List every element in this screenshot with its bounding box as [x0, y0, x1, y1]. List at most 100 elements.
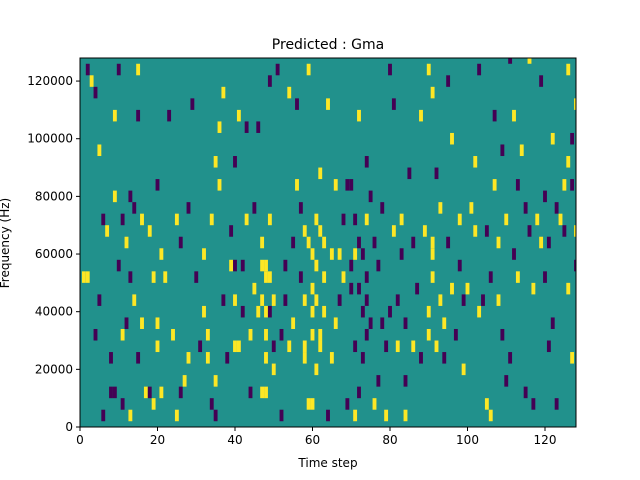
heatmap-cell	[492, 179, 497, 191]
heatmap-cell	[430, 271, 435, 283]
y-tick-label: 40000	[35, 305, 73, 319]
heatmap-cell	[306, 398, 311, 410]
heatmap-cell	[109, 386, 113, 399]
heatmap-cell	[504, 375, 509, 387]
heatmap-cell	[461, 363, 466, 376]
heatmap-cell	[267, 213, 272, 226]
heatmap-cell	[236, 340, 241, 353]
heatmap-cell	[322, 305, 327, 318]
heatmap-cell	[194, 271, 199, 283]
heatmap-cells	[81, 58, 576, 422]
heatmap-cell	[128, 190, 133, 203]
heatmap-cell	[178, 386, 183, 399]
heatmap-cell	[574, 225, 576, 237]
heatmap-cell	[260, 236, 265, 249]
heatmap-cell	[531, 282, 536, 295]
heatmap-cell	[279, 409, 284, 422]
heatmap-cell	[566, 282, 571, 295]
heatmap-cell	[97, 144, 102, 157]
heatmap-cell	[450, 282, 454, 295]
heatmap-cell	[167, 109, 172, 122]
heatmap-cell	[512, 109, 516, 122]
heatmap-cell	[492, 109, 497, 122]
heatmap-cell	[326, 409, 330, 422]
heatmap-cell	[527, 58, 532, 64]
heatmap-cell	[508, 352, 513, 364]
heatmap-cell	[151, 398, 156, 410]
heatmap-cell	[442, 352, 447, 364]
heatmap-cell	[384, 340, 389, 353]
heatmap-cell	[260, 386, 265, 399]
chart-title: Predicted : Gma	[272, 37, 384, 53]
heatmap-cell	[523, 386, 528, 399]
heatmap-cell	[326, 98, 330, 110]
heatmap-cell	[93, 328, 98, 341]
y-tick-label: 100000	[27, 132, 73, 146]
heatmap-cell	[155, 179, 160, 191]
heatmap-cell	[295, 179, 299, 191]
heatmap-cell	[302, 352, 307, 364]
heatmap-cell	[473, 225, 478, 237]
x-tick-label: 120	[534, 433, 557, 447]
heatmap-cell	[333, 317, 338, 329]
heatmap-cell	[566, 63, 571, 76]
heatmap-cell	[202, 305, 206, 318]
heatmap-cell	[310, 282, 315, 295]
x-tick-label: 40	[227, 433, 242, 447]
heatmap-cell	[213, 156, 218, 168]
heatmap-cell	[306, 236, 311, 249]
heatmap-cell	[484, 225, 489, 237]
heatmap-cell	[403, 409, 408, 422]
heatmap-cell	[159, 248, 164, 260]
heatmap-cell	[419, 352, 423, 364]
x-tick-label: 0	[76, 433, 84, 447]
heatmap-cell	[376, 375, 381, 387]
heatmap-cell	[395, 340, 400, 353]
heatmap-cell	[353, 248, 358, 260]
heatmap-cell	[508, 58, 513, 64]
heatmap-cell	[345, 179, 350, 191]
heatmap-cell	[310, 398, 315, 410]
heatmap-cell	[426, 328, 431, 341]
heatmap-cell	[85, 63, 90, 76]
heatmap-cell	[368, 190, 373, 203]
heatmap-cell	[295, 98, 299, 110]
heatmap-cell	[205, 328, 210, 341]
heatmap-cell	[225, 352, 230, 364]
y-tick-label: 0	[65, 420, 73, 434]
heatmap-cell	[473, 156, 478, 168]
heatmap-cell	[341, 213, 346, 226]
heatmap-cell	[438, 294, 443, 306]
heatmap-cell	[546, 236, 551, 249]
heatmap-cell	[264, 328, 268, 341]
heatmap-cell	[329, 352, 334, 364]
heatmap-cell	[101, 409, 106, 422]
heatmap-cell	[221, 294, 226, 306]
heatmap-cell	[155, 317, 160, 329]
heatmap-cell	[329, 248, 334, 260]
heatmap-cell	[240, 305, 245, 318]
heatmap-cell	[174, 409, 179, 422]
heatmap-cell	[391, 225, 396, 237]
heatmap-cell	[314, 213, 319, 226]
heatmap-cell	[535, 213, 540, 226]
heatmap-cell	[186, 352, 191, 364]
heatmap-cell	[353, 213, 358, 226]
heatmap-cell	[411, 236, 416, 249]
heatmap-cell	[570, 352, 575, 364]
heatmap-cell	[233, 294, 237, 306]
heatmap-cell	[496, 236, 501, 249]
heatmap-cell	[570, 132, 575, 145]
heatmap-cell	[426, 63, 431, 76]
heatmap-cell	[407, 167, 412, 180]
heatmap-cell	[271, 294, 276, 306]
heatmap-cell	[287, 86, 292, 99]
heatmap-cell	[136, 63, 141, 76]
heatmap-cell	[543, 271, 547, 283]
heatmap-cell	[426, 305, 431, 318]
heatmap-cell	[120, 398, 125, 410]
heatmap-cell	[457, 213, 462, 226]
heatmap-cell	[140, 213, 144, 226]
heatmap-cell	[136, 352, 141, 364]
heatmap-cell	[151, 271, 156, 283]
